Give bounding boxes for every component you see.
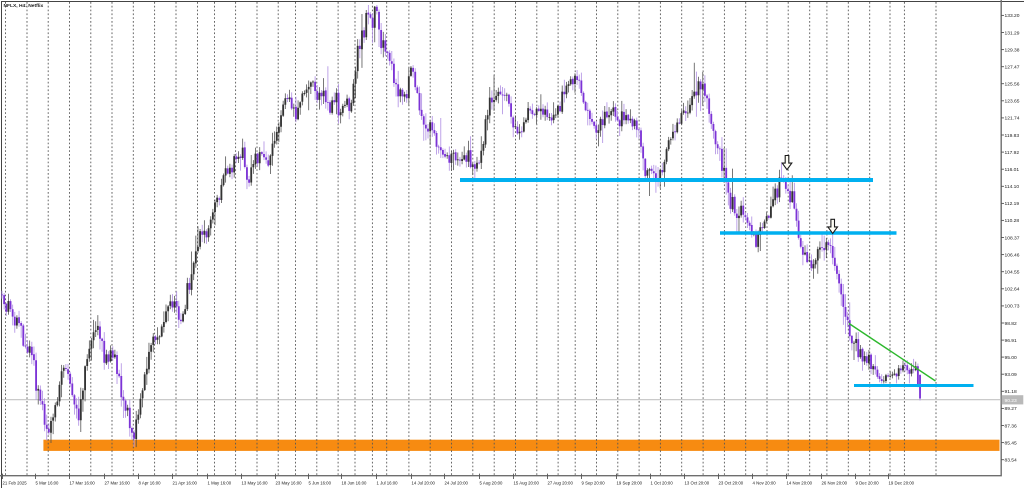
svg-text:1 Jul 16:00: 1 Jul 16:00 — [377, 480, 399, 485]
svg-text:9 Dec 20:00: 9 Dec 20:00 — [856, 480, 880, 485]
svg-text:95.00: 95.00 — [1005, 355, 1018, 361]
svg-text:119.83: 119.83 — [1005, 133, 1020, 139]
svg-text:13 Oct 20:00: 13 Oct 20:00 — [685, 480, 710, 485]
svg-text:27 Aug 20:00: 27 Aug 20:00 — [548, 480, 574, 485]
svg-text:133.20: 133.20 — [1005, 13, 1020, 19]
svg-text:123.65: 123.65 — [1005, 99, 1020, 105]
svg-text:27 Mar 16:00: 27 Mar 16:00 — [105, 480, 131, 485]
svg-text:110.28: 110.28 — [1005, 218, 1020, 224]
svg-text:116.01: 116.01 — [1005, 167, 1020, 173]
svg-text:21 Feb 2025: 21 Feb 2025 — [3, 480, 28, 485]
svg-text:17 Mar 16:00: 17 Mar 16:00 — [70, 480, 96, 485]
svg-text:14 Jul 20:00: 14 Jul 20:00 — [412, 480, 436, 485]
svg-text:89.27: 89.27 — [1005, 406, 1018, 412]
svg-text:9 Sep 20:00: 9 Sep 20:00 — [582, 480, 606, 485]
svg-text:127.47: 127.47 — [1005, 65, 1020, 71]
svg-text:102.64: 102.64 — [1005, 287, 1020, 293]
svg-text:83.54: 83.54 — [1005, 458, 1018, 464]
svg-text:100.73: 100.73 — [1005, 304, 1020, 310]
svg-text:108.37: 108.37 — [1005, 235, 1020, 241]
svg-text:15 Aug 20:00: 15 Aug 20:00 — [514, 480, 540, 485]
svg-text:85.45: 85.45 — [1005, 440, 1018, 446]
svg-text:23 May 16:00: 23 May 16:00 — [276, 480, 303, 485]
svg-text:87.36: 87.36 — [1005, 423, 1018, 429]
svg-text:5 Mar 16:00: 5 Mar 16:00 — [36, 480, 60, 485]
svg-text:106.46: 106.46 — [1005, 252, 1020, 258]
svg-text:93.09: 93.09 — [1005, 372, 1018, 378]
svg-text:104.55: 104.55 — [1005, 270, 1020, 276]
svg-text:26 Nov 20:00: 26 Nov 20:00 — [822, 480, 848, 485]
svg-text:96.91: 96.91 — [1005, 338, 1018, 344]
svg-text:14 Nov 20:00: 14 Nov 20:00 — [787, 480, 813, 485]
svg-text:23 Oct 20:00: 23 Oct 20:00 — [719, 480, 744, 485]
svg-text:112.19: 112.19 — [1005, 201, 1020, 207]
svg-text:19 Dec 20:00: 19 Dec 20:00 — [889, 480, 915, 485]
svg-text:5 Aug 20:00: 5 Aug 20:00 — [480, 480, 504, 485]
svg-text:131.29: 131.29 — [1005, 30, 1020, 36]
svg-text:114.10: 114.10 — [1005, 184, 1020, 190]
svg-text:1 Oct 20:00: 1 Oct 20:00 — [651, 480, 674, 485]
svg-text:NFLX, H4: Netflix: NFLX, H4: Netflix — [4, 3, 44, 9]
svg-text:21 Apr 16:00: 21 Apr 16:00 — [173, 480, 198, 485]
svg-text:98.82: 98.82 — [1005, 321, 1018, 327]
svg-text:5 Jun 16:00: 5 Jun 16:00 — [309, 480, 332, 485]
svg-text:1 May 16:00: 1 May 16:00 — [208, 480, 232, 485]
svg-text:90.23: 90.23 — [1005, 398, 1018, 404]
svg-text:117.92: 117.92 — [1005, 150, 1020, 156]
svg-text:125.56: 125.56 — [1005, 82, 1020, 88]
svg-text:18 Jun 16:00: 18 Jun 16:00 — [342, 480, 367, 485]
svg-text:91.18: 91.18 — [1005, 389, 1018, 395]
svg-text:121.74: 121.74 — [1005, 116, 1020, 122]
svg-text:129.38: 129.38 — [1005, 47, 1020, 53]
svg-text:4 Nov 20:00: 4 Nov 20:00 — [753, 480, 777, 485]
svg-text:24 Jul 20:00: 24 Jul 20:00 — [445, 480, 469, 485]
svg-text:19 Sep 20:00: 19 Sep 20:00 — [617, 480, 643, 485]
svg-text:13 May 16:00: 13 May 16:00 — [242, 480, 269, 485]
svg-text:8 Apr 16:00: 8 Apr 16:00 — [139, 480, 162, 485]
